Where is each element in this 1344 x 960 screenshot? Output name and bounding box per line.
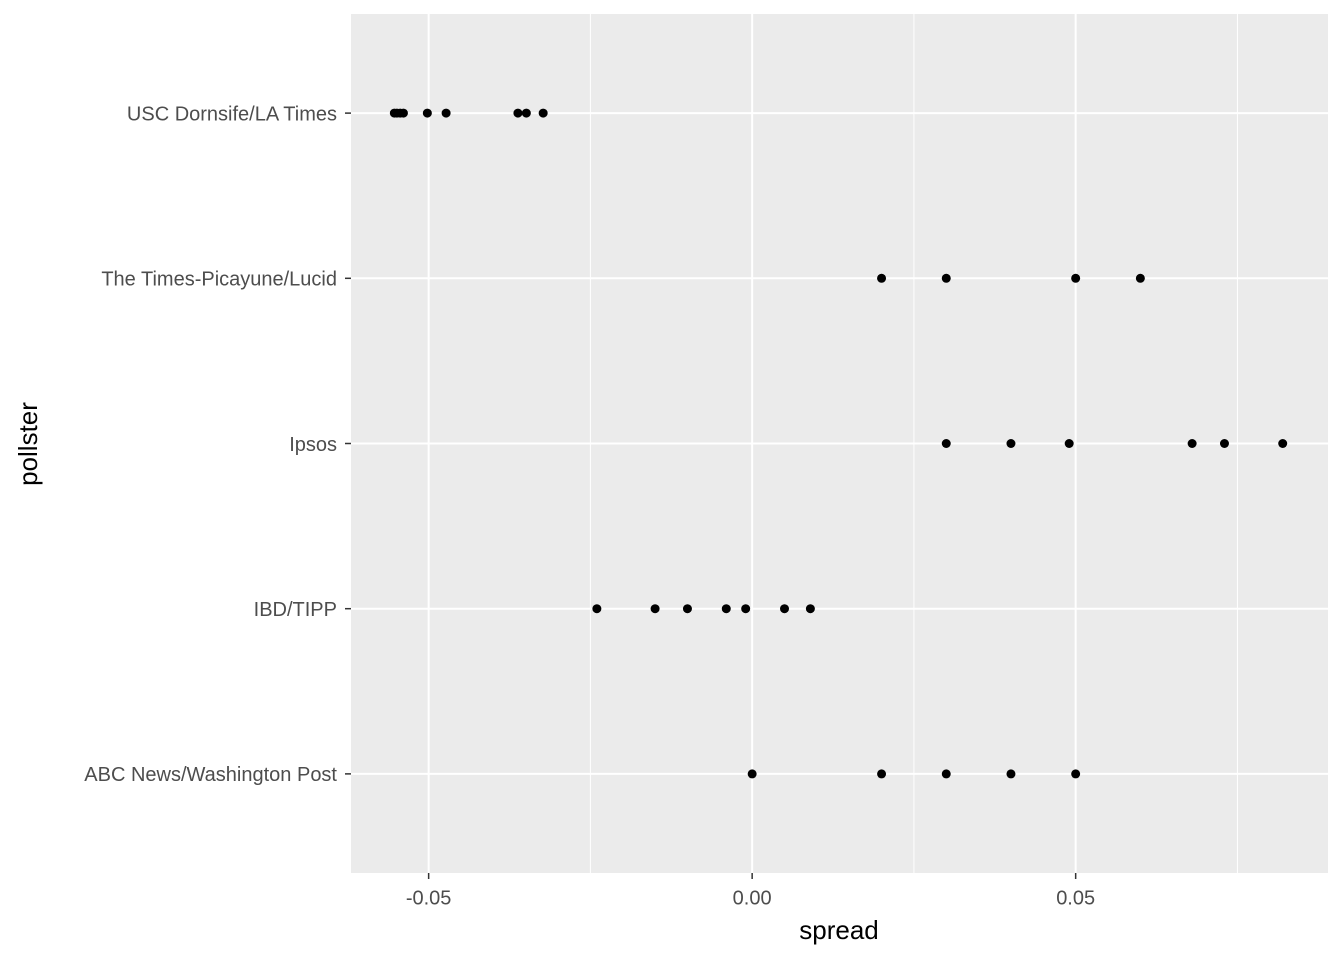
point (1187, 439, 1197, 448)
point (877, 273, 887, 283)
point (741, 604, 751, 614)
y-tick-label: IBD/TIPP (254, 599, 337, 621)
point (521, 108, 531, 118)
point (1064, 439, 1074, 448)
point (941, 769, 951, 779)
point (805, 604, 815, 614)
point (1071, 769, 1081, 779)
point (398, 108, 408, 118)
point (682, 604, 692, 614)
point (1006, 439, 1016, 448)
point (1006, 769, 1016, 779)
x-tick-label: 0.00 (733, 887, 772, 909)
point (441, 108, 451, 118)
x-tick-label: 0.05 (1056, 887, 1095, 909)
point (592, 604, 602, 614)
point (1071, 273, 1081, 283)
x-tick-label: -0.05 (406, 887, 452, 909)
y-axis-title: pollster (13, 402, 43, 486)
x-axis-title: spread (799, 915, 879, 945)
point (780, 604, 790, 614)
point (721, 604, 731, 614)
y-tick-label: USC Dornsife/LA Times (127, 103, 337, 125)
point (1278, 439, 1288, 448)
point (422, 108, 432, 118)
point (650, 604, 660, 614)
point (941, 273, 951, 283)
point (941, 439, 951, 448)
y-tick-label: Ipsos (289, 434, 337, 456)
point (877, 769, 887, 779)
point (747, 769, 757, 779)
point (513, 108, 523, 118)
point (1135, 273, 1145, 283)
point (1219, 439, 1229, 448)
point (538, 108, 548, 118)
y-tick-label: The Times-Picayune/Lucid (101, 269, 337, 291)
y-tick-label: ABC News/Washington Post (84, 764, 337, 786)
